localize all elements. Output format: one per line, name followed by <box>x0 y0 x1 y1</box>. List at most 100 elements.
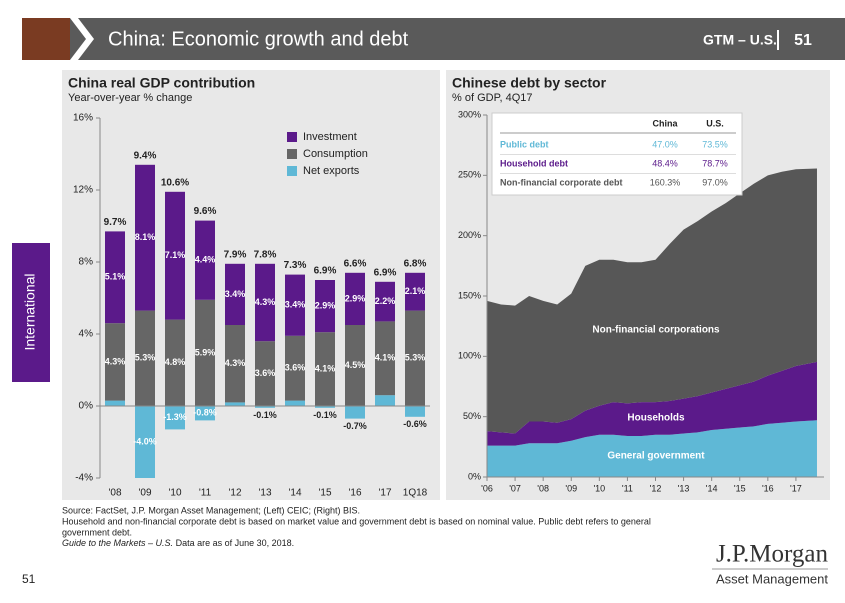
bar-segment <box>135 164 155 311</box>
segment-label: -0.1% <box>313 410 337 420</box>
segment-label: 4.5% <box>345 360 366 370</box>
footnote: Household and non-financial corporate de… <box>62 516 651 526</box>
x-tick-label: '12 <box>228 488 241 499</box>
segment-label: 4.3% <box>255 297 276 307</box>
area-label: General government <box>607 451 705 462</box>
bar-segment <box>285 400 305 406</box>
total-label: 6.9% <box>314 266 337 277</box>
segment-label: 4.3% <box>225 358 246 368</box>
x-tick-label: 1Q18 <box>403 488 428 499</box>
footnote: government debt. <box>62 527 132 537</box>
area <box>487 361 817 446</box>
bar-segment <box>285 274 305 336</box>
x-tick-label: '17 <box>378 488 391 499</box>
x-tick-label: '14 <box>706 483 718 493</box>
table-cell: 48.4% <box>652 158 678 168</box>
bar-segment <box>315 332 335 406</box>
y-tick-label: 150% <box>458 290 481 300</box>
x-tick-label: '10 <box>168 488 181 499</box>
segment-label: 4.1% <box>315 363 336 373</box>
logo: J.P.Morgan <box>716 541 829 568</box>
guide: Guide to the Markets – U.S. <box>62 538 173 548</box>
segment-label: 3.4% <box>285 300 306 310</box>
bar-segment <box>345 406 365 419</box>
area <box>487 168 817 434</box>
bar-segment <box>375 281 395 322</box>
x-tick-label: '09 <box>138 488 151 499</box>
segment-label: -0.7% <box>343 421 367 431</box>
header-section: GTM – U.S. <box>703 32 777 48</box>
segment-label: 5.3% <box>405 353 426 363</box>
legend-label: Net exports <box>303 165 360 177</box>
bar-segment <box>285 335 305 401</box>
y-tick-label: 100% <box>458 351 481 361</box>
sidebar-tab <box>12 243 50 382</box>
y-tick-label: 0% <box>468 471 481 481</box>
chart-title: China real GDP contribution <box>68 75 255 91</box>
segment-label: 4.1% <box>375 353 396 363</box>
bar-segment <box>345 325 365 406</box>
y-tick-label: -4% <box>75 473 93 484</box>
chart-subtitle: % of GDP, 4Q17 <box>452 92 533 104</box>
y-tick-label: 50% <box>463 411 481 421</box>
total-label: 10.6% <box>161 177 189 188</box>
segment-label: -4.0% <box>133 436 157 446</box>
header-accent <box>22 18 70 60</box>
header-bar <box>22 18 845 60</box>
legend-swatch <box>287 166 297 176</box>
segment-label: 2.1% <box>405 286 426 296</box>
logo-sub: Asset Management <box>716 571 828 586</box>
sidebar-label: International <box>22 273 38 350</box>
bar-segment <box>195 406 215 421</box>
asof: Data are as of June 30, 2018. <box>173 538 294 548</box>
segment-label: 2.9% <box>345 293 366 303</box>
x-tick-label: '14 <box>288 488 301 499</box>
table-cell: 97.0% <box>702 177 728 187</box>
y-tick-label: 300% <box>458 109 481 119</box>
table-cell: Household debt <box>500 158 568 168</box>
footnote: Guide to the Markets – U.S. Data are as … <box>62 538 294 548</box>
x-tick-label: '10 <box>593 483 605 493</box>
x-tick-label: '17 <box>790 483 802 493</box>
segment-label: 4.3% <box>105 356 126 366</box>
x-tick-label: '12 <box>650 483 662 493</box>
bar-segment <box>405 272 425 311</box>
y-tick-label: 200% <box>458 230 481 240</box>
y-tick-label: 8% <box>79 257 94 268</box>
segment-label: 2.9% <box>315 300 336 310</box>
bar-segment <box>225 402 245 406</box>
header-chevron <box>70 18 94 60</box>
bar-segment <box>255 406 275 408</box>
bar-segment <box>255 263 275 342</box>
bar-segment <box>105 400 125 406</box>
segment-label: 5.9% <box>195 347 216 357</box>
y-tick-label: 250% <box>458 170 481 180</box>
bar-segment <box>315 280 335 333</box>
segment-label: 5.1% <box>105 272 126 282</box>
x-tick-label: '08 <box>108 488 121 499</box>
x-tick-label: '09 <box>565 483 577 493</box>
total-label: 9.7% <box>104 217 127 228</box>
x-tick-label: '07 <box>509 483 521 493</box>
segment-label: 7.1% <box>165 250 186 260</box>
segment-label: 5.3% <box>135 353 156 363</box>
table-header: China <box>652 118 678 128</box>
segment-label: 3.6% <box>285 363 306 373</box>
total-label: 6.6% <box>344 258 367 269</box>
table-cell: Public debt <box>500 139 549 149</box>
x-tick-label: '11 <box>199 488 212 499</box>
x-tick-label: '15 <box>318 488 331 499</box>
footnote: Source: FactSet, J.P. Morgan Asset Manag… <box>62 505 360 515</box>
x-tick-label: '11 <box>622 483 633 493</box>
table-cell: 78.7% <box>702 158 728 168</box>
total-label: 6.8% <box>404 258 427 269</box>
segment-label: 4.4% <box>195 255 216 265</box>
segment-label: 3.6% <box>255 368 276 378</box>
header-page: 51 <box>794 32 812 49</box>
table-cell: Non-financial corporate debt <box>500 177 623 187</box>
x-tick-label: '15 <box>734 483 746 493</box>
total-label: 7.8% <box>254 249 277 260</box>
y-tick-label: 4% <box>79 329 94 340</box>
chart-title: Chinese debt by sector <box>452 75 607 91</box>
